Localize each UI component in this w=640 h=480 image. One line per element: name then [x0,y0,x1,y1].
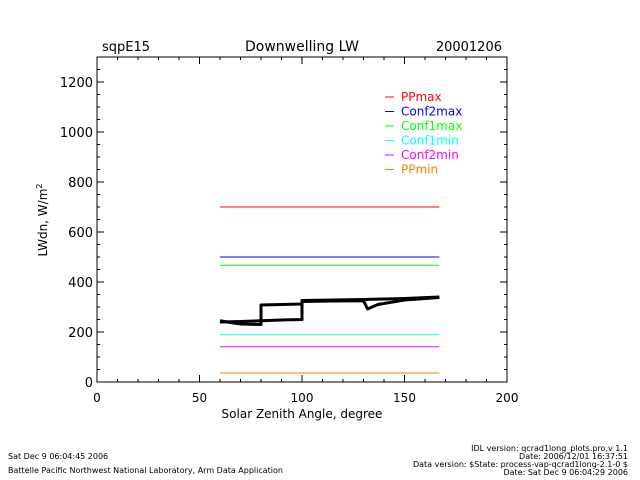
x-tick-label: 150 [393,391,416,405]
x-axis-label: Solar Zenith Angle, degree [222,407,383,421]
footer-data-date: Date: Sat Dec 9 06:04:29 2006 [503,468,628,477]
y-tick-label: 1000 [60,126,93,141]
footer-lab: Battelle Pacific Northwest National Labo… [8,466,283,475]
series-line [219,295,440,326]
y-tick-label: 800 [68,176,93,191]
x-tick-label: 50 [192,391,207,405]
legend-label: PPmin [401,163,438,177]
series-line [219,296,440,324]
y-axis-label: LWdn, W/m [36,189,50,257]
date-label: 20001206 [436,40,502,55]
y-tick-label: 600 [68,226,93,241]
legend-label: Conf2max [401,105,462,119]
y-axis-label-group: LWdn, W/m2 [35,184,50,257]
legend-label: PPmax [401,90,442,104]
x-tick-label: 200 [496,391,519,405]
footer-data-version: Data version: $State: process-vap-qcrad1… [413,460,628,469]
footer-timestamp: Sat Dec 9 06:04:45 2006 [8,452,108,461]
y-tick-label: 0 [85,376,93,391]
y-tick-label: 1200 [60,76,93,91]
site-label: sqpE15 [102,40,150,55]
footer-idl-date: Date: 2006/12/01 16:37:51 [519,452,628,461]
svg-text:LWdn, W/m2: LWdn, W/m2 [35,184,50,257]
legend-label: Conf2min [401,148,459,162]
legend-label: Conf1max [401,119,462,133]
y-tick-label: 400 [68,276,93,291]
x-tick-label: 0 [93,391,101,405]
chart-title: Downwelling LW [245,39,359,55]
y-tick-label: 200 [68,326,93,341]
y-axis-label-sup: 2 [35,184,44,189]
legend-label: Conf1min [401,134,459,148]
x-tick-label: 100 [291,391,314,405]
footer-idl-version: IDL version: qcrad1long_plots.pro,v 1.1 [471,444,628,453]
